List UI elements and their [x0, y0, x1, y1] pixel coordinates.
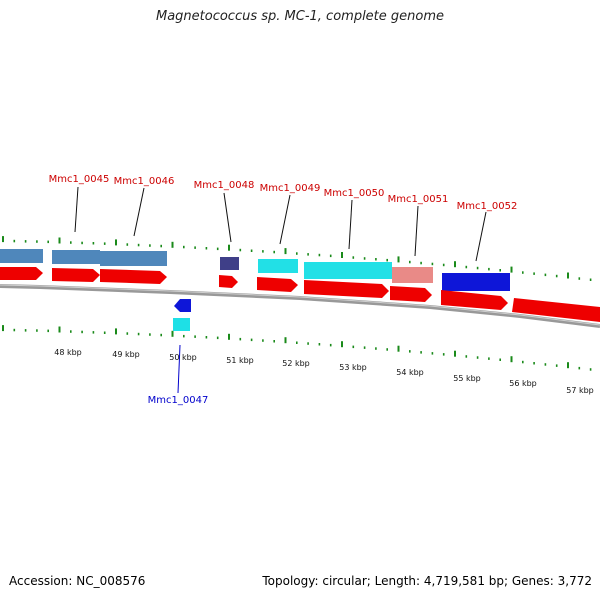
- feature-bar-0048[interactable]: [220, 257, 239, 270]
- kbp-label: 50 kbp: [169, 353, 197, 362]
- feature-bar-0046[interactable]: [100, 251, 167, 266]
- kbp-label: 53 kbp: [339, 363, 367, 372]
- strand-arrow-0048[interactable]: [219, 275, 238, 288]
- leader-line: [279, 194, 291, 245]
- genome-backbone-highlight: [0, 284, 600, 326]
- outer-tick-track: [2, 236, 592, 281]
- gene-label-0045[interactable]: Mmc1_0045: [49, 174, 110, 185]
- kbp-label: 54 kbp: [396, 368, 424, 377]
- strand-arrow-track: [0, 267, 600, 322]
- kbp-label: 56 kbp: [509, 379, 537, 388]
- feature-bar-0049[interactable]: [258, 259, 298, 273]
- strand-arrow-0050[interactable]: [304, 280, 389, 298]
- gene-label-0046[interactable]: Mmc1_0046: [114, 176, 175, 187]
- leader-line: [475, 211, 487, 262]
- gene-label-0050[interactable]: Mmc1_0050: [324, 188, 385, 199]
- gene-label-0051[interactable]: Mmc1_0051: [388, 194, 449, 205]
- kbp-label: 55 kbp: [453, 374, 481, 383]
- leader-line: [414, 205, 419, 257]
- leader-line: [133, 187, 145, 237]
- kbp-label: 48 kbp: [54, 348, 82, 357]
- strand-arrow-0045[interactable]: [52, 268, 100, 282]
- gene-label-0047[interactable]: Mmc1_0047: [148, 395, 209, 406]
- label-leaders: [74, 186, 487, 394]
- accession-text: Accession: NC_008576: [9, 574, 146, 588]
- strand-arrow-0044[interactable]: [0, 267, 43, 280]
- feature-track: [0, 249, 510, 331]
- leader-line: [177, 344, 181, 394]
- genome-backbone: [0, 284, 600, 328]
- strand-arrow-0046[interactable]: [100, 269, 167, 284]
- leader-line: [74, 186, 79, 233]
- kbp-label: 57 kbp: [566, 386, 594, 395]
- feature-bar-0052[interactable]: [442, 273, 510, 291]
- feature-bar-0050[interactable]: [304, 262, 392, 279]
- strand-arrow-0051[interactable]: [390, 286, 432, 302]
- gene-label-0048[interactable]: Mmc1_0048: [194, 180, 255, 191]
- strand-arrow-0052[interactable]: [441, 290, 508, 310]
- inner-tick-track: [2, 325, 592, 371]
- strand-arrow-0049[interactable]: [257, 277, 298, 292]
- feature-bar-0047[interactable]: [173, 318, 190, 331]
- feature-bar-0051[interactable]: [392, 267, 433, 283]
- leader-line: [348, 199, 353, 250]
- leader-line: [223, 192, 232, 243]
- feature-bar-0044[interactable]: [0, 249, 43, 263]
- strand-arrow-0053[interactable]: [512, 298, 600, 322]
- kbp-label: 49 kbp: [112, 350, 140, 359]
- gene-label-0052[interactable]: Mmc1_0052: [457, 201, 518, 212]
- gene-label-0049[interactable]: Mmc1_0049: [260, 183, 321, 194]
- strand-arrow-0047[interactable]: [174, 299, 191, 312]
- kbp-label: 51 kbp: [226, 356, 254, 365]
- genome-summary-text: Topology: circular; Length: 4,719,581 bp…: [262, 574, 592, 588]
- feature-bar-0045[interactable]: [52, 250, 100, 264]
- kbp-label: 52 kbp: [282, 359, 310, 368]
- map-title: Magnetococcus sp. MC-1, complete genome: [155, 9, 445, 24]
